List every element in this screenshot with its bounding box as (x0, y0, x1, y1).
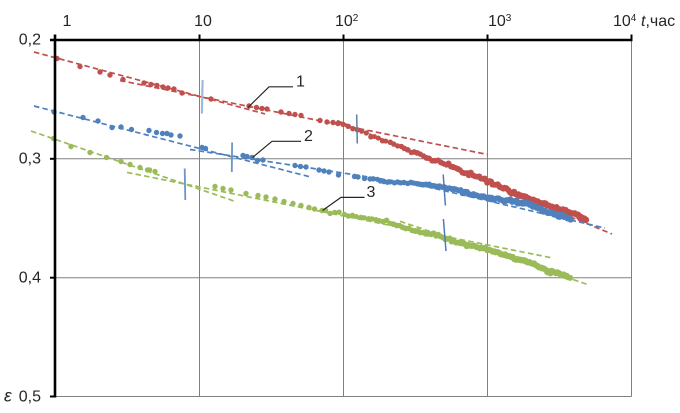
svg-text:2: 2 (304, 128, 313, 145)
svg-text:10: 10 (194, 13, 212, 30)
svg-text:0,2: 0,2 (19, 31, 41, 48)
svg-text:3: 3 (367, 184, 376, 201)
svg-text:1: 1 (63, 13, 72, 30)
svg-text:1: 1 (296, 74, 305, 91)
svg-text:0,4: 0,4 (19, 269, 41, 286)
svg-text:ε: ε (4, 385, 12, 405)
svg-text:0,3: 0,3 (19, 151, 41, 168)
svg-text:t,час: t,час (641, 13, 675, 30)
svg-text:0,5: 0,5 (19, 388, 41, 405)
